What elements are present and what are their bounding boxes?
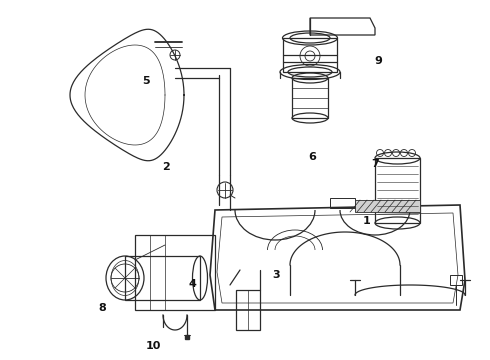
- Text: 3: 3: [272, 270, 280, 280]
- Text: 10: 10: [145, 341, 161, 351]
- Text: 2: 2: [162, 162, 170, 172]
- Polygon shape: [355, 200, 420, 212]
- Text: 6: 6: [309, 152, 317, 162]
- Text: 8: 8: [98, 303, 106, 313]
- Text: 4: 4: [189, 279, 196, 289]
- Text: 9: 9: [375, 56, 383, 66]
- Text: 5: 5: [142, 76, 150, 86]
- Text: 1: 1: [363, 216, 370, 226]
- Text: 7: 7: [371, 159, 379, 169]
